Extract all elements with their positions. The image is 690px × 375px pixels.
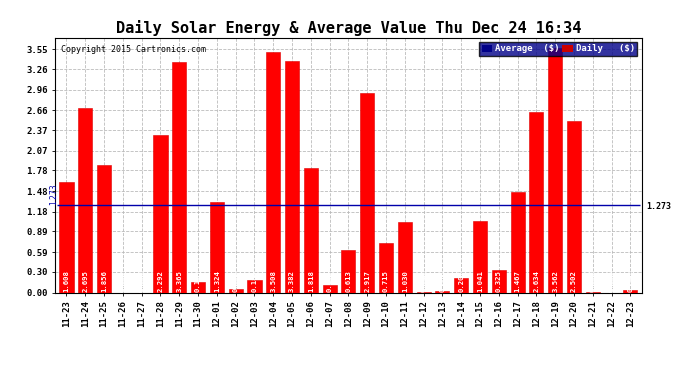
- Text: 1.324: 1.324: [214, 270, 220, 292]
- Text: 2.292: 2.292: [157, 270, 164, 292]
- Text: 3.382: 3.382: [289, 270, 295, 292]
- Legend: Average  ($), Daily   ($): Average ($), Daily ($): [480, 42, 637, 56]
- Text: 1.030: 1.030: [402, 270, 408, 292]
- Text: 2.917: 2.917: [364, 270, 371, 292]
- Bar: [379, 243, 393, 292]
- Bar: [454, 278, 469, 292]
- Title: Daily Solar Energy & Average Value Thu Dec 24 16:34: Daily Solar Energy & Average Value Thu D…: [116, 20, 581, 36]
- Bar: [248, 280, 262, 292]
- Bar: [360, 93, 374, 292]
- Text: 2.502: 2.502: [571, 270, 577, 292]
- Text: 0.715: 0.715: [383, 270, 389, 292]
- Bar: [548, 48, 562, 292]
- Bar: [492, 270, 506, 292]
- Text: 0.207: 0.207: [458, 270, 464, 292]
- Text: 1.273: 1.273: [49, 184, 58, 205]
- Bar: [172, 62, 186, 292]
- Text: 1.856: 1.856: [101, 270, 107, 292]
- Text: 0.052: 0.052: [233, 270, 239, 292]
- Bar: [342, 251, 355, 292]
- Bar: [398, 222, 412, 292]
- Bar: [435, 291, 449, 292]
- Text: 0.018: 0.018: [440, 270, 446, 292]
- Text: 3.365: 3.365: [176, 270, 182, 292]
- Text: 1.608: 1.608: [63, 270, 70, 292]
- Text: 1.467: 1.467: [515, 270, 521, 292]
- Text: 0.154: 0.154: [195, 270, 201, 292]
- Text: 0.184: 0.184: [251, 270, 257, 292]
- Text: 0.325: 0.325: [496, 270, 502, 292]
- Bar: [228, 289, 243, 292]
- Bar: [567, 121, 581, 292]
- Bar: [529, 112, 544, 292]
- Text: 0.000: 0.000: [120, 270, 126, 292]
- Text: 0.000: 0.000: [609, 270, 615, 292]
- Text: 1.041: 1.041: [477, 270, 483, 292]
- Bar: [511, 192, 524, 292]
- Text: 2.695: 2.695: [82, 270, 88, 292]
- Bar: [153, 135, 168, 292]
- Text: 2.634: 2.634: [533, 270, 540, 292]
- Bar: [97, 165, 111, 292]
- Text: Copyright 2015 Cartronics.com: Copyright 2015 Cartronics.com: [61, 45, 206, 54]
- Bar: [304, 168, 318, 292]
- Text: 0.010: 0.010: [421, 270, 426, 292]
- Bar: [78, 108, 92, 292]
- Text: 0.041: 0.041: [627, 270, 633, 292]
- Text: 3.508: 3.508: [270, 270, 276, 292]
- Bar: [210, 202, 224, 292]
- Text: 0.105: 0.105: [326, 270, 333, 292]
- Bar: [266, 52, 280, 292]
- Text: 0.000: 0.000: [139, 270, 145, 292]
- Bar: [285, 61, 299, 292]
- Bar: [473, 221, 487, 292]
- Bar: [323, 285, 337, 292]
- Text: 1.818: 1.818: [308, 270, 314, 292]
- Bar: [59, 182, 74, 292]
- Bar: [191, 282, 205, 292]
- Text: 0.613: 0.613: [346, 270, 351, 292]
- Text: 0.009: 0.009: [590, 270, 596, 292]
- Bar: [623, 290, 638, 292]
- Text: 3.562: 3.562: [552, 270, 558, 292]
